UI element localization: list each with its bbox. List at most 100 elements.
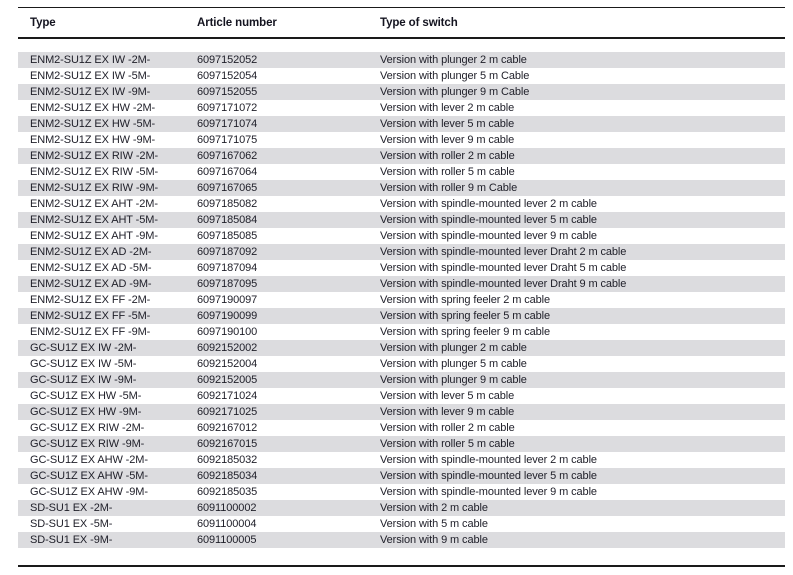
type-cell: GC-SU1Z EX IW -9M- [30,374,137,386]
switch-description-cell: Version with spring feeler 2 m cable [380,294,551,306]
switch-description-cell: Version with spindle-mounted lever 2 m c… [380,198,597,210]
table-row: ENM2-SU1Z EX FF -5M- 6097190099 Version wi… [18,308,785,324]
table-row: ENM2-SU1Z EX AD -2M- 6097187092 Version wi… [18,244,785,260]
type-cell: GC-SU1Z EX IW -5M- [30,358,137,370]
table-row: ENM2-SU1Z EX AHT -5M- 6097185084 Version w… [18,212,785,228]
table-row: ENM2-SU1Z EX HW -2M- 6097171072 Version wi… [18,100,785,116]
article-number-cell: 6097185085 [197,230,258,242]
table-row: ENM2-SU1Z EX HW -9M- 6097171075 Version wi… [18,132,785,148]
table-row: SD-SU1 EX -9M- 6091100005 Version with 9 m… [18,532,785,548]
table-row: ENM2-SU1Z EX AHT -2M- 6097185082 Version w… [18,196,785,212]
table-row: GC-SU1Z EX AHW -2M- 6092185032 Version wit… [18,452,785,468]
product-table: Type Article number Type of switch ENM2-… [18,7,785,548]
switch-description-cell: Version with spindle-mounted lever 5 m c… [380,470,597,482]
article-number-cell: 6097167062 [197,150,258,162]
type-cell: GC-SU1Z EX RIW -2M- [30,422,145,434]
type-cell: ENM2-SU1Z EX HW -2M- [30,102,156,114]
switch-description-cell: Version with spindle-mounted lever 2 m c… [380,454,597,466]
article-number-cell: 6097190100 [197,326,258,338]
type-cell: SD-SU1 EX -2M- [30,502,113,514]
article-number-cell: 6097167065 [197,182,258,194]
switch-description-cell: Version with roller 5 m cable [380,438,515,450]
table-row: ENM2-SU1Z EX RIW -5M- 6097167064 Version w… [18,164,785,180]
switch-description-cell: Version with spring feeler 9 m cable [380,326,551,338]
switch-description-cell: Version with plunger 5 m Cable [380,70,530,82]
switch-description-cell: Version with 5 m cable [380,518,488,530]
type-cell: ENM2-SU1Z EX AHT -9M- [30,230,158,242]
type-cell: SD-SU1 EX -5M- [30,518,113,530]
table-row: GC-SU1Z EX AHW -5M- 6092185034 Version wit… [18,468,785,484]
column-header-article-number: Article number [197,17,277,29]
article-number-cell: 6097152052 [197,54,258,66]
type-cell: GC-SU1Z EX IW -2M- [30,342,137,354]
article-number-cell: 6092185035 [197,486,258,498]
type-cell: ENM2-SU1Z EX HW -5M- [30,118,156,130]
switch-description-cell: Version with 2 m cable [380,502,488,514]
type-cell: ENM2-SU1Z EX AHT -5M- [30,214,158,226]
switch-description-cell: Version with plunger 2 m cable [380,54,527,66]
article-number-cell: 6097187094 [197,262,258,274]
switch-description-cell: Version with spindle-mounted lever Draht… [380,278,627,290]
table-row: SD-SU1 EX -2M- 6091100002 Version with 2 m… [18,500,785,516]
type-cell: ENM2-SU1Z EX HW -9M- [30,134,156,146]
article-number-cell: 6097152055 [197,86,258,98]
switch-description-cell: Version with roller 2 m cable [380,150,515,162]
article-number-cell: 6092167015 [197,438,258,450]
switch-description-cell: Version with plunger 5 m cable [380,358,527,370]
switch-description-cell: Version with lever 2 m cable [380,102,515,114]
article-number-cell: 6092152005 [197,374,258,386]
article-number-cell: 6097171075 [197,134,258,146]
article-number-cell: 6097171072 [197,102,258,114]
table-row: ENM2-SU1Z EX AD -5M- 6097187094 Version wi… [18,260,785,276]
table-row: GC-SU1Z EX IW -5M- 6092152004 Version with… [18,356,785,372]
article-number-cell: 6097185082 [197,198,258,210]
article-number-cell: 6091100004 [197,518,257,530]
article-number-cell: 6097190097 [197,294,258,306]
table-row: ENM2-SU1Z EX AD -9M- 6097187095 Version wi… [18,276,785,292]
switch-description-cell: Version with 9 m cable [380,534,488,546]
type-cell: ENM2-SU1Z EX IW -9M- [30,86,151,98]
table-row: GC-SU1Z EX IW -2M- 6092152002 Version with… [18,340,785,356]
table-row: GC-SU1Z EX RIW -9M- 6092167015 Version wit… [18,436,785,452]
article-number-cell: 6097152054 [197,70,258,82]
switch-description-cell: Version with spindle-mounted lever 5 m c… [380,214,597,226]
article-number-cell: 6092167012 [197,422,258,434]
type-cell: ENM2-SU1Z EX RIW -2M- [30,150,159,162]
type-cell: ENM2-SU1Z EX FF -9M- [30,326,151,338]
type-cell: ENM2-SU1Z EX FF -5M- [30,310,151,322]
type-cell: GC-SU1Z EX AHW -9M- [30,486,148,498]
switch-description-cell: Version with lever 5 m cable [380,390,515,402]
column-header-type: Type [30,17,56,29]
table-row: ENM2-SU1Z EX FF -9M- 6097190100 Version wi… [18,324,785,340]
table-row: SD-SU1 EX -5M- 6091100004 Version with 5 m… [18,516,785,532]
table-row: ENM2-SU1Z EX IW -9M- 6097152055 Version wi… [18,84,785,100]
switch-description-cell: Version with plunger 2 m cable [380,342,527,354]
type-cell: GC-SU1Z EX HW -5M- [30,390,142,402]
article-number-cell: 6092171025 [197,406,258,418]
switch-description-cell: Version with roller 9 m Cable [380,182,518,194]
switch-description-cell: Version with roller 2 m cable [380,422,515,434]
type-cell: ENM2-SU1Z EX IW -2M- [30,54,151,66]
table-row: GC-SU1Z EX AHW -9M- 6092185035 Version wit… [18,484,785,500]
table-row: ENM2-SU1Z EX HW -5M- 6097171074 Version wi… [18,116,785,132]
type-cell: ENM2-SU1Z EX RIW -9M- [30,182,159,194]
article-number-cell: 6097167064 [197,166,258,178]
switch-description-cell: Version with lever 5 m cable [380,118,515,130]
table-row: ENM2-SU1Z EX IW -5M- 6097152054 Version wi… [18,68,785,84]
switch-description-cell: Version with roller 5 m cable [380,166,515,178]
switch-description-cell: Version with plunger 9 m cable [380,374,527,386]
type-cell: ENM2-SU1Z EX FF -2M- [30,294,151,306]
article-number-cell: 6097185084 [197,214,258,226]
table-row: ENM2-SU1Z EX IW -2M- 6097152052 Version wi… [18,52,785,68]
article-number-cell: 6097187092 [197,246,258,258]
switch-description-cell: Version with plunger 9 m Cable [380,86,530,98]
type-cell: GC-SU1Z EX AHW -5M- [30,470,148,482]
article-number-cell: 6097171074 [197,118,258,130]
switch-description-cell: Version with lever 9 m cable [380,406,515,418]
article-number-cell: 6091100002 [197,502,257,514]
type-cell: GC-SU1Z EX HW -9M- [30,406,142,418]
type-cell: ENM2-SU1Z EX AD -2M- [30,246,152,258]
switch-description-cell: Version with spindle-mounted lever Draht… [380,246,627,258]
type-cell: GC-SU1Z EX AHW -2M- [30,454,148,466]
